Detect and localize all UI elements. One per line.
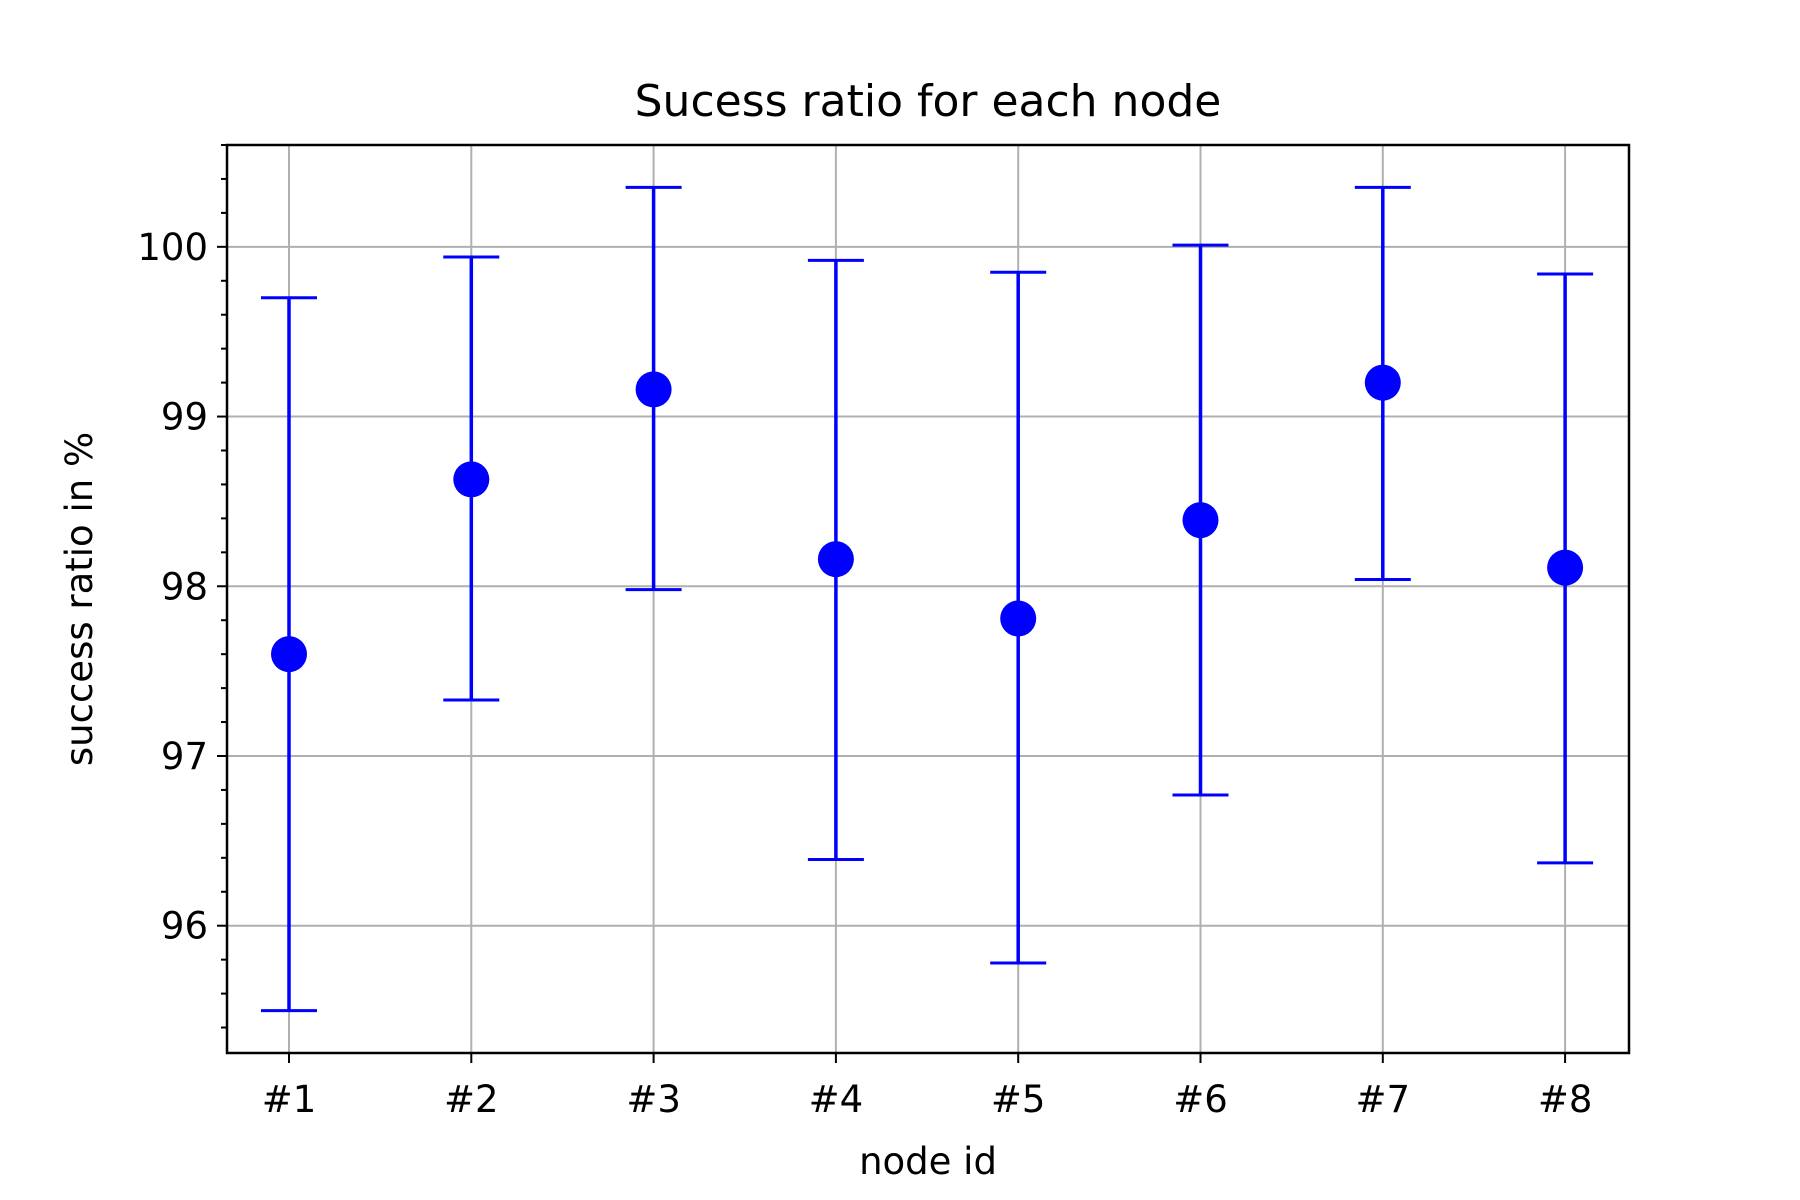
data-point [817, 541, 854, 578]
x-tick-label: #4 [809, 1078, 864, 1121]
data-points [271, 364, 1584, 673]
x-tick-label: #8 [1538, 1078, 1593, 1121]
x-tick-label: #6 [1173, 1078, 1228, 1121]
chart-title: Sucess ratio for each node [635, 76, 1222, 127]
x-tick-label: #1 [262, 1078, 317, 1121]
y-tick-label: 97 [161, 735, 208, 778]
y-tick-label: 96 [161, 905, 208, 948]
x-tick-label: #3 [626, 1078, 681, 1121]
y-tick-label: 98 [161, 565, 208, 608]
data-point [453, 461, 490, 498]
data-point [1364, 364, 1401, 401]
y-tick-label: 99 [161, 396, 208, 439]
data-point [1182, 502, 1219, 539]
data-point [1547, 549, 1584, 586]
y-axis-label: success ratio in % [58, 432, 101, 766]
x-axis-label: node id [859, 1140, 997, 1183]
x-tick-label: #5 [991, 1078, 1046, 1121]
grid [227, 145, 1629, 1053]
axis-ticks: #1 #2 #3 #4 #5 #6 #7 #8 96 97 98 99 100 [137, 144, 1593, 1121]
x-tick-label: #7 [1356, 1078, 1411, 1121]
data-point [635, 371, 672, 408]
y-tick-label: 100 [137, 226, 208, 269]
data-point [1000, 600, 1037, 637]
x-tick-label: #2 [444, 1078, 499, 1121]
data-point [271, 636, 307, 673]
error-bars [261, 185, 1594, 1013]
plot-frame [225, 143, 1631, 1055]
